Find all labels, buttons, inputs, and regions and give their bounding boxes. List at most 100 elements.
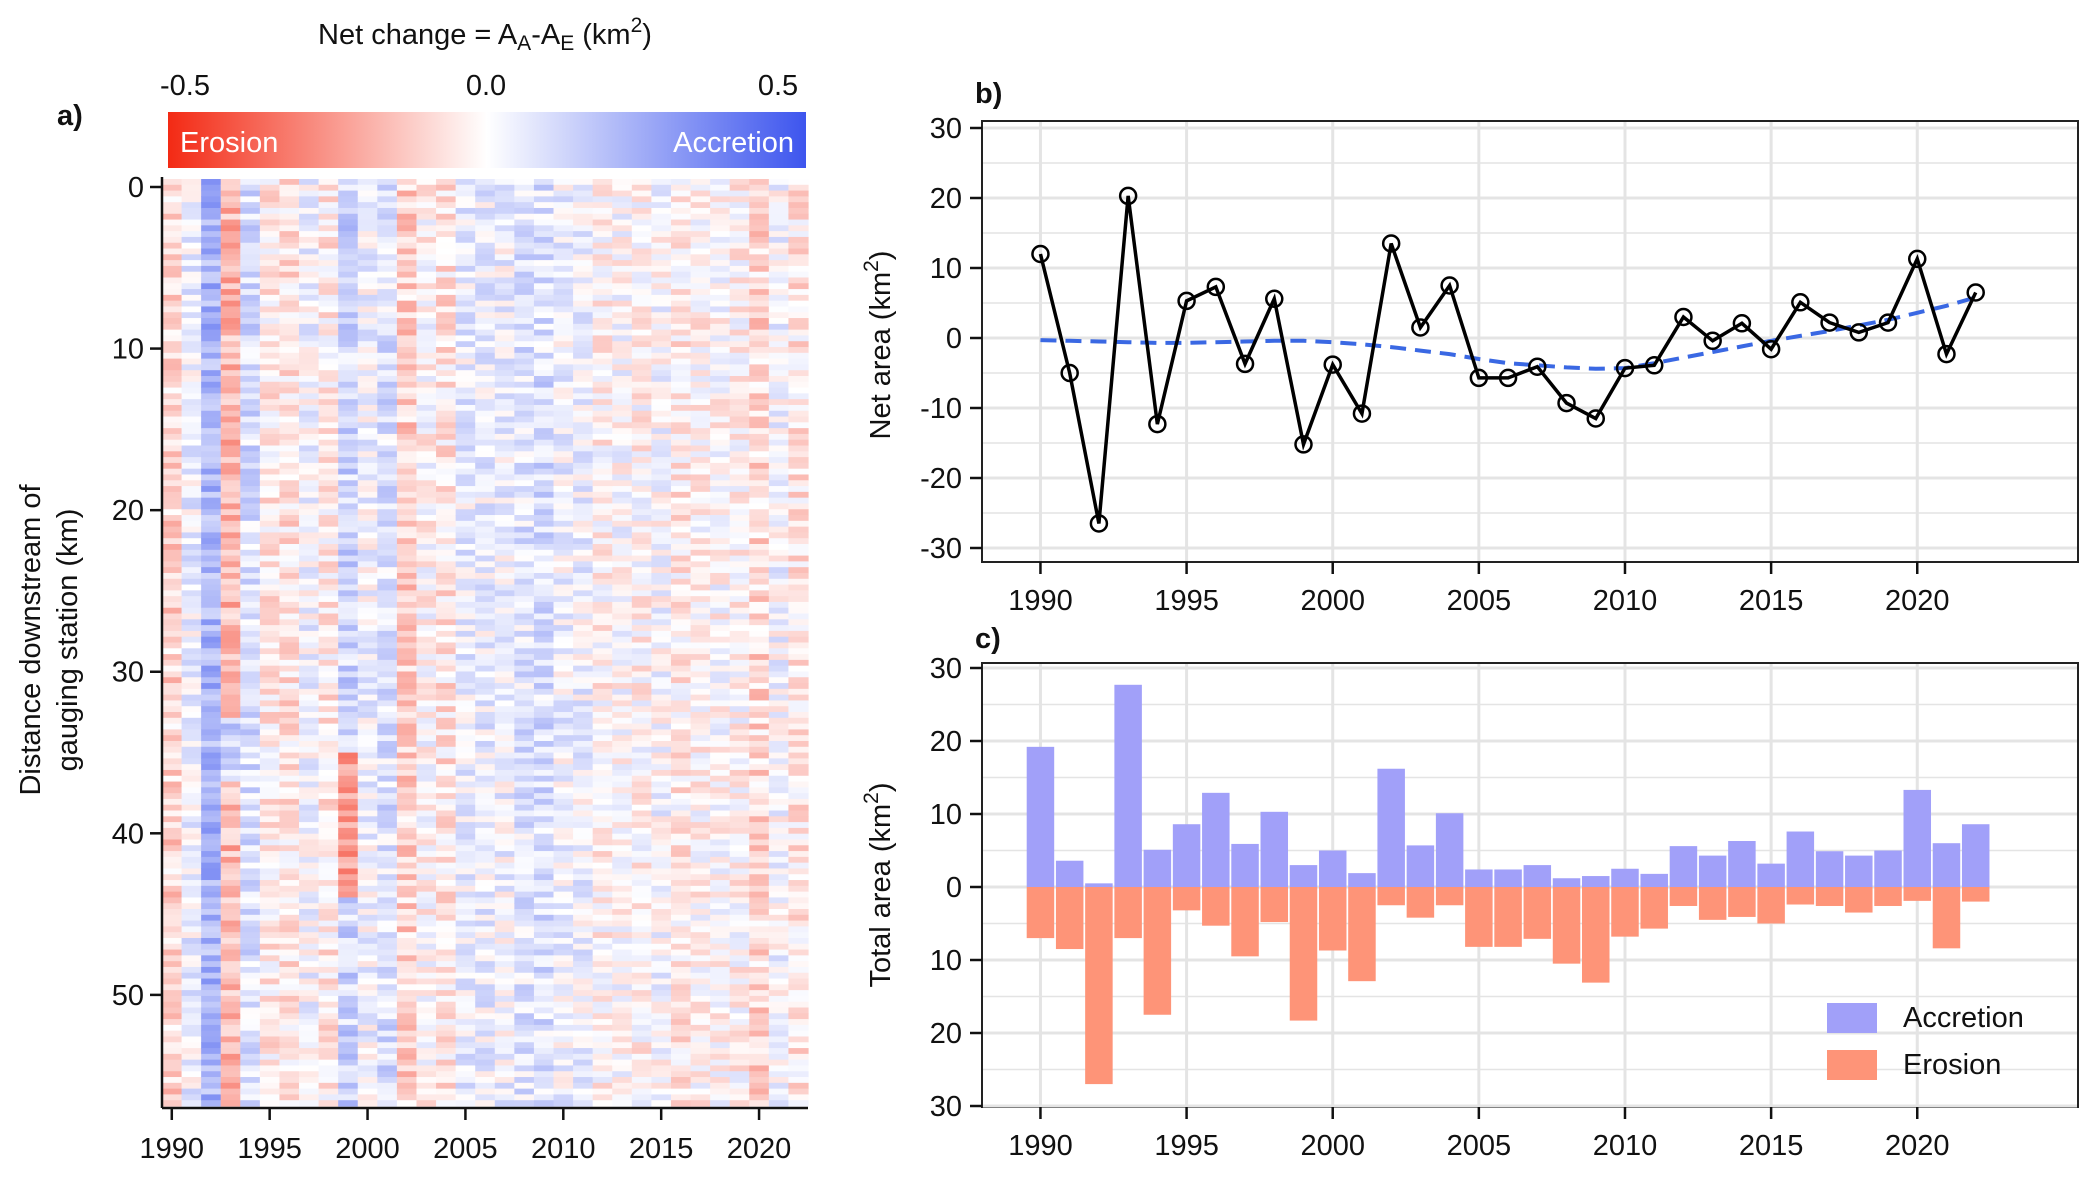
heatmap-cell [690, 1042, 711, 1049]
heatmap-cell [573, 827, 594, 835]
heatmap-cell [475, 538, 496, 545]
heatmap-cell [612, 584, 633, 591]
heatmap-cell [299, 885, 320, 893]
heatmap-cell [749, 862, 770, 870]
heatmap-cell [357, 329, 378, 337]
heatmap-cell [710, 184, 731, 192]
heatmap-cell [220, 1077, 241, 1084]
heatmap-cell [201, 961, 222, 968]
heatmap-cell [690, 1065, 711, 1072]
heatmap-cell [181, 966, 202, 974]
heatmap-cell [240, 347, 261, 354]
heatmap-cell [299, 277, 320, 284]
heatmap-cell [162, 1013, 183, 1020]
heatmap-cell [612, 219, 633, 226]
heatmap-cell [181, 265, 202, 273]
heatmap-cell [475, 932, 496, 939]
heatmap-cell [514, 584, 535, 591]
heatmap-cell [553, 787, 574, 794]
heatmap-cell [259, 1001, 281, 1009]
heatmap-cell [514, 335, 535, 342]
heatmap-cell [475, 271, 496, 279]
heatmap-cell [573, 312, 594, 319]
heatmap-cell [318, 445, 339, 452]
heatmap-cell [455, 868, 476, 875]
heatmap-cell [396, 781, 418, 788]
heatmap-cell [259, 926, 281, 933]
heatmap-cell [710, 433, 731, 441]
heatmap-cell [162, 1042, 183, 1049]
heatmap-cell [631, 323, 652, 331]
heatmap-cell [318, 1065, 339, 1072]
heatmap-cell [651, 184, 672, 192]
heatmap-cell [533, 410, 555, 418]
heatmap-cell [494, 567, 515, 574]
heatmap-cell [181, 387, 202, 394]
heatmap-cell [729, 544, 750, 551]
heatmap-cell [710, 300, 731, 308]
heatmap-cell [259, 416, 281, 423]
heatmap-cell [357, 428, 378, 435]
heatmap-cell [240, 544, 261, 551]
heatmap-cell [396, 549, 418, 557]
heatmap-cell [279, 445, 300, 452]
heatmap-cell [318, 1077, 339, 1084]
heatmap-cell [514, 422, 535, 429]
heatmap-cell [240, 283, 261, 290]
heatmap-cell [279, 798, 300, 806]
heatmap-cell [396, 497, 418, 505]
heatmap-cell [612, 1013, 633, 1020]
heatmap-cell [494, 549, 515, 557]
heatmap-cell [162, 827, 183, 835]
heatmap-cell [455, 619, 476, 626]
heatmap-cell [514, 700, 535, 707]
heatmap-cell [318, 561, 339, 568]
heatmap-cell [749, 729, 770, 736]
heatmap-cell [279, 433, 300, 441]
heatmap-cell [494, 1065, 515, 1072]
heatmap-cell [475, 329, 496, 337]
heatmap-cell [670, 370, 692, 377]
heatmap-cell [162, 1088, 183, 1096]
heatmap-cell [338, 706, 359, 713]
heatmap-cell [201, 179, 222, 186]
heatmap-cell [573, 329, 594, 337]
heatmap-cell [670, 984, 692, 991]
heatmap-cell [612, 347, 633, 354]
heatmap-cell [729, 306, 750, 313]
heatmap-cell [220, 607, 241, 615]
heatmap-cell [729, 683, 750, 690]
heatmap-cell [670, 433, 692, 441]
heatmap-cell [690, 909, 711, 916]
heatmap-cell [201, 1048, 222, 1055]
heatmap-cell [749, 520, 770, 528]
heatmap-cell [710, 706, 731, 713]
heatmap-cell [710, 764, 731, 771]
heatmap-cell [201, 439, 222, 447]
heatmap-cell [710, 966, 731, 974]
heatmap-cell [533, 758, 555, 765]
heatmap-cell [396, 1042, 418, 1049]
heatmap-cell [612, 984, 633, 991]
heatmap-cell [436, 903, 457, 910]
heatmap-cell [533, 816, 555, 823]
heatmap-cell [416, 868, 437, 875]
heatmap-cell [475, 851, 496, 858]
heatmap-cell [240, 874, 261, 881]
heatmap-cell [710, 515, 731, 522]
heatmap-cell [553, 526, 574, 534]
heatmap-cell [357, 671, 378, 678]
heatmap-cell [162, 625, 183, 632]
heatmap-cell [533, 335, 555, 342]
heatmap-cell [396, 399, 418, 406]
heatmap-cell [631, 1042, 652, 1049]
heatmap-cell [631, 717, 652, 725]
heatmap-cell [240, 480, 261, 487]
heatmap-cell [299, 300, 320, 308]
heatmap-cell [416, 816, 437, 823]
heatmap-cell [749, 347, 770, 354]
heatmap-cell [240, 439, 261, 447]
heatmap-cell [162, 937, 183, 945]
heatmap-cell [181, 1071, 202, 1078]
heatmap-cell [357, 294, 378, 302]
